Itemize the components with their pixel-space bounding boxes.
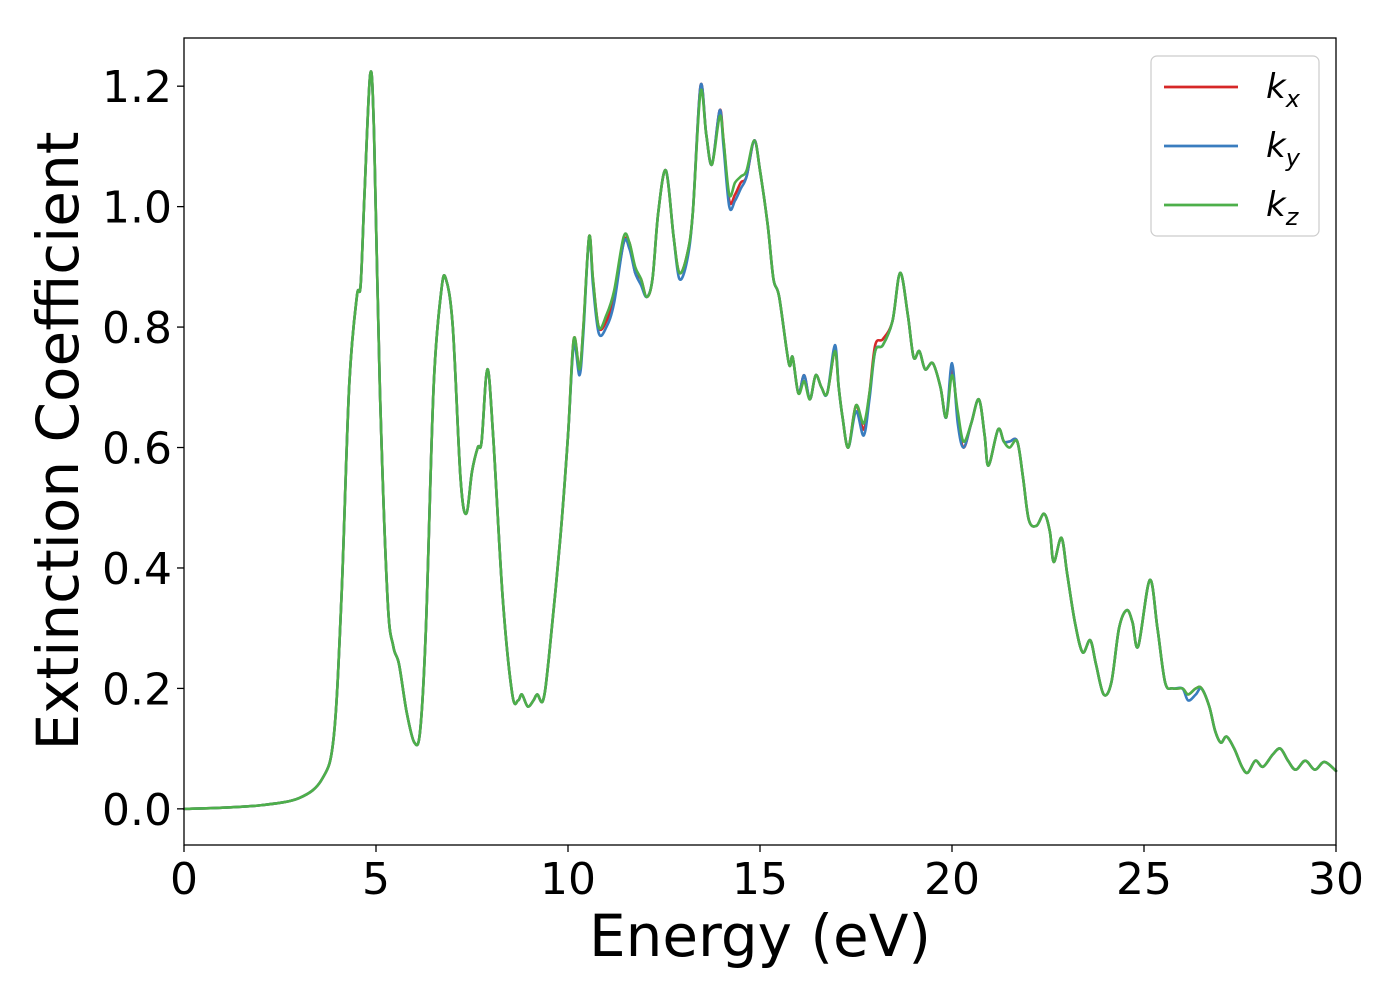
x-tick-label: 10 [540, 854, 596, 905]
axis-ticks: 0 5 10 15 20 25 30 0.0 0.2 0.4 0.6 0.8 1.0 1.2 [102, 62, 1364, 905]
plot-area [182, 70, 1338, 811]
legend-label: ky [1266, 126, 1301, 172]
x-tick-label: 20 [924, 854, 980, 905]
legend-label: kx [1266, 67, 1301, 113]
x-tick-label: 30 [1308, 854, 1364, 905]
legend: kx ky kz [1150, 55, 1320, 237]
y-tick-label: 0.4 [102, 544, 172, 595]
x-axis-title: Energy (eV) [589, 902, 931, 970]
x-tick-label: 15 [732, 854, 788, 905]
y-tick-label: 0.6 [102, 424, 172, 475]
x-tick-label: 25 [1116, 854, 1172, 905]
y-tick-label: 0.2 [102, 664, 172, 715]
y-tick-label: 0.8 [102, 303, 172, 354]
series-line-kz [182, 70, 1338, 811]
x-tick-label: 0 [170, 854, 198, 905]
x-tick-label: 5 [362, 854, 390, 905]
y-axis-title: Extinction Coefficient [24, 132, 92, 751]
y-tick-label: 1.2 [102, 62, 172, 113]
y-tick-label: 1.0 [102, 183, 172, 234]
y-tick-label: 0.0 [102, 785, 172, 836]
legend-label: kz [1266, 185, 1300, 231]
